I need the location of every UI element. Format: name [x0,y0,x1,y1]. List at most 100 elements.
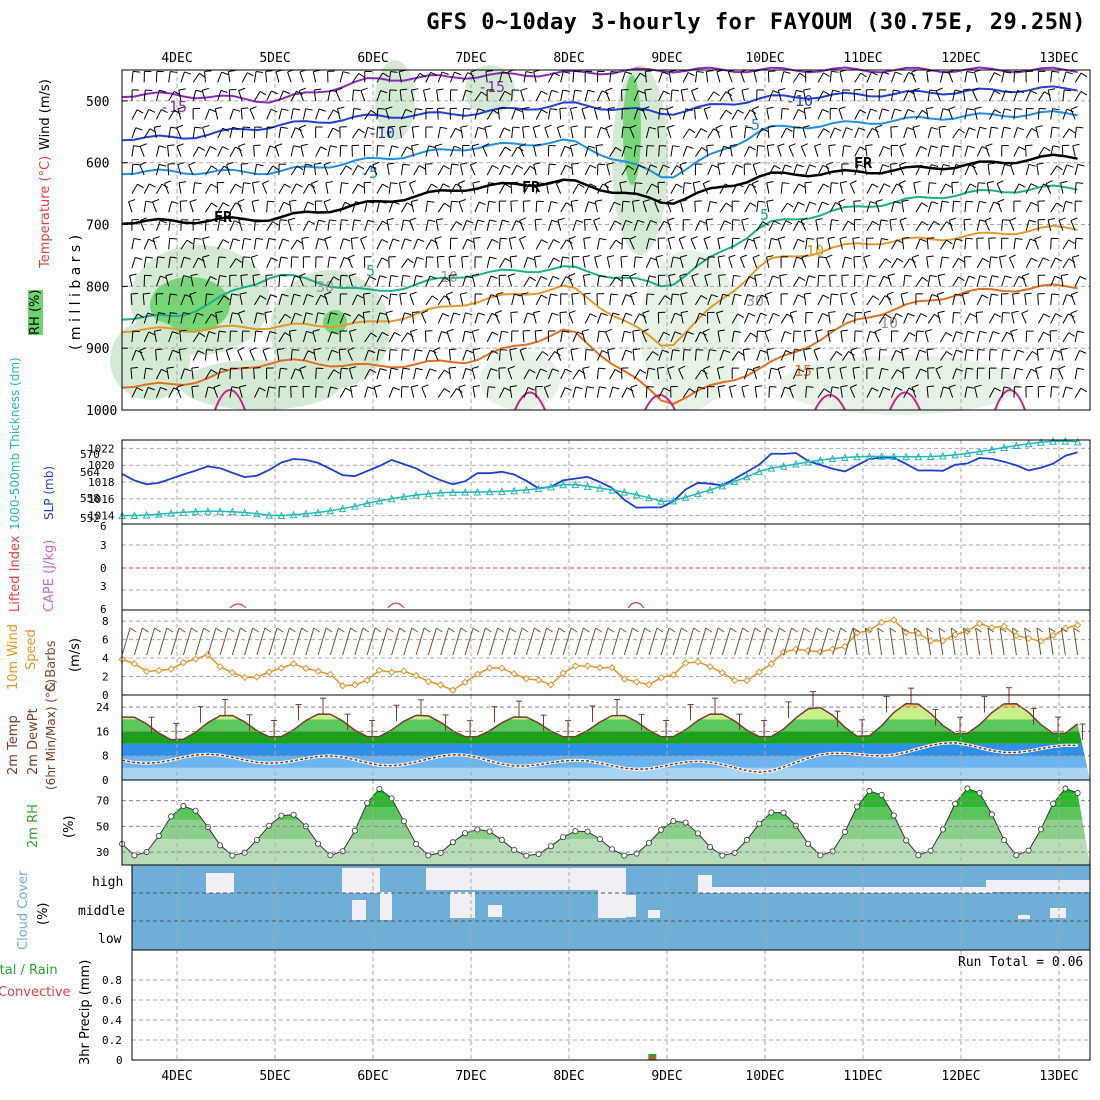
upper-wind-barb [792,201,805,213]
rh-marker [462,830,469,837]
upper-wind-barb [168,312,178,324]
upper-wind-barb [486,275,498,287]
upper-wind-barb [1062,332,1075,343]
upper-wind-barb [535,294,548,306]
upper-wind-barb [717,329,726,343]
surface-wind-barb [476,627,492,656]
thickness-marker [167,508,175,517]
upper-wind-barb [339,312,351,324]
upper-wind-barb [645,145,655,157]
surface-wind-barb [770,627,786,656]
surface-wind-barb [342,627,357,656]
panel-frame-upper [121,69,1091,411]
upper-wind-barb [338,348,347,361]
upper-wind-barb [560,293,568,305]
upper-wind-barb [202,125,210,139]
upper-wind-barb [568,236,576,250]
upper-wind-barb [192,126,202,139]
rh-marker [866,787,873,794]
upper-wind-barb [645,386,654,398]
surface-wind-barb [146,627,161,656]
upper-wind-barb [388,256,396,268]
cloud-patch [488,905,502,917]
upper-wind-barb [751,106,760,120]
upper-wind-barb [584,89,595,102]
upper-wind-barb [658,387,671,398]
wind-speed-marker [877,618,886,627]
upper-wind-barb [555,180,563,194]
upper-wind-barb [312,69,321,83]
upper-wind-barb [252,273,260,287]
thickness-marker [571,480,580,489]
contour-label: -10 [786,92,813,110]
upper-wind-barb [313,162,322,176]
upper-wind-barb [437,331,449,343]
upper-wind-barb [621,71,633,83]
upper-wind-barb [142,292,151,305]
upper-wind-barb [547,368,560,380]
surface-wind-barb [574,627,590,656]
temp-fill [122,703,1090,780]
upper-wind-barb [201,87,210,102]
upper-wind-barb [767,125,776,139]
upper-wind-barb [409,291,417,306]
wind-speed-marker [461,678,469,687]
wind-speed-marker [449,686,457,694]
upper-wind-barb [313,88,322,101]
upper-wind-barb [777,366,786,380]
thickness-marker [755,467,763,476]
upper-wind-barb [298,273,306,287]
rh-marker [939,826,946,833]
wind-ylabel-2: Speed [24,629,39,670]
upper-wind-barb [633,72,647,83]
upper-wind-barb [425,200,435,213]
upper-wind-barb [633,256,643,268]
upper-wind-barb [915,330,924,343]
surface-wind-barb [427,627,443,656]
contour-label: 30 [746,292,764,310]
upper-wind-barb [766,180,774,194]
upper-wind-barb [926,255,934,268]
upper-wind-barb [729,384,737,398]
contour-label: -5 [742,116,760,134]
upper-wind-barb [411,125,420,139]
thickness-marker [547,482,555,491]
upper-wind-barb [670,331,682,343]
upper-wind-barb [570,347,578,361]
cape-tick-label: 3 [100,580,107,593]
surface-wind-barb [758,627,774,656]
upper-wind-barb [278,90,291,102]
upper-wind-barb [474,256,483,268]
upper-wind-barb [866,201,877,213]
wind-speed-marker [1061,624,1070,632]
panel-frame-cape [121,523,1091,611]
upper-wind-barb [1050,237,1059,250]
upper-wind-barb [717,255,725,268]
upper-wind-barb [1074,126,1084,139]
upper-wind-barb [752,254,760,268]
upper-wind-barb [1047,217,1055,231]
upper-wind-barb [364,332,377,343]
upper-wind-barb [535,90,548,102]
upper-wind-barb [302,330,314,343]
upper-wind-barb [535,239,548,250]
surface-wind-barb [1060,627,1068,656]
upper-wind-barb [1037,331,1050,343]
upper-wind-barb [840,329,848,343]
upper-wind-barb [180,368,192,380]
upper-wind-barb [262,347,270,361]
upper-wind-barb [901,237,910,250]
upper-wind-barb [547,145,556,157]
upper-wind-barb [290,183,303,194]
rh-marker [805,840,812,847]
rh-band [122,807,1090,820]
upper-wind-barb [952,200,961,213]
upper-wind-barb [498,257,512,269]
upper-wind-barb [364,165,377,176]
upper-wind-barb [168,201,179,213]
upper-wind-barb [633,145,643,157]
upper-wind-barb [373,384,382,398]
upper-wind-barb [180,219,189,231]
upper-wind-barb [177,162,185,176]
contour-label: FR [214,208,233,226]
